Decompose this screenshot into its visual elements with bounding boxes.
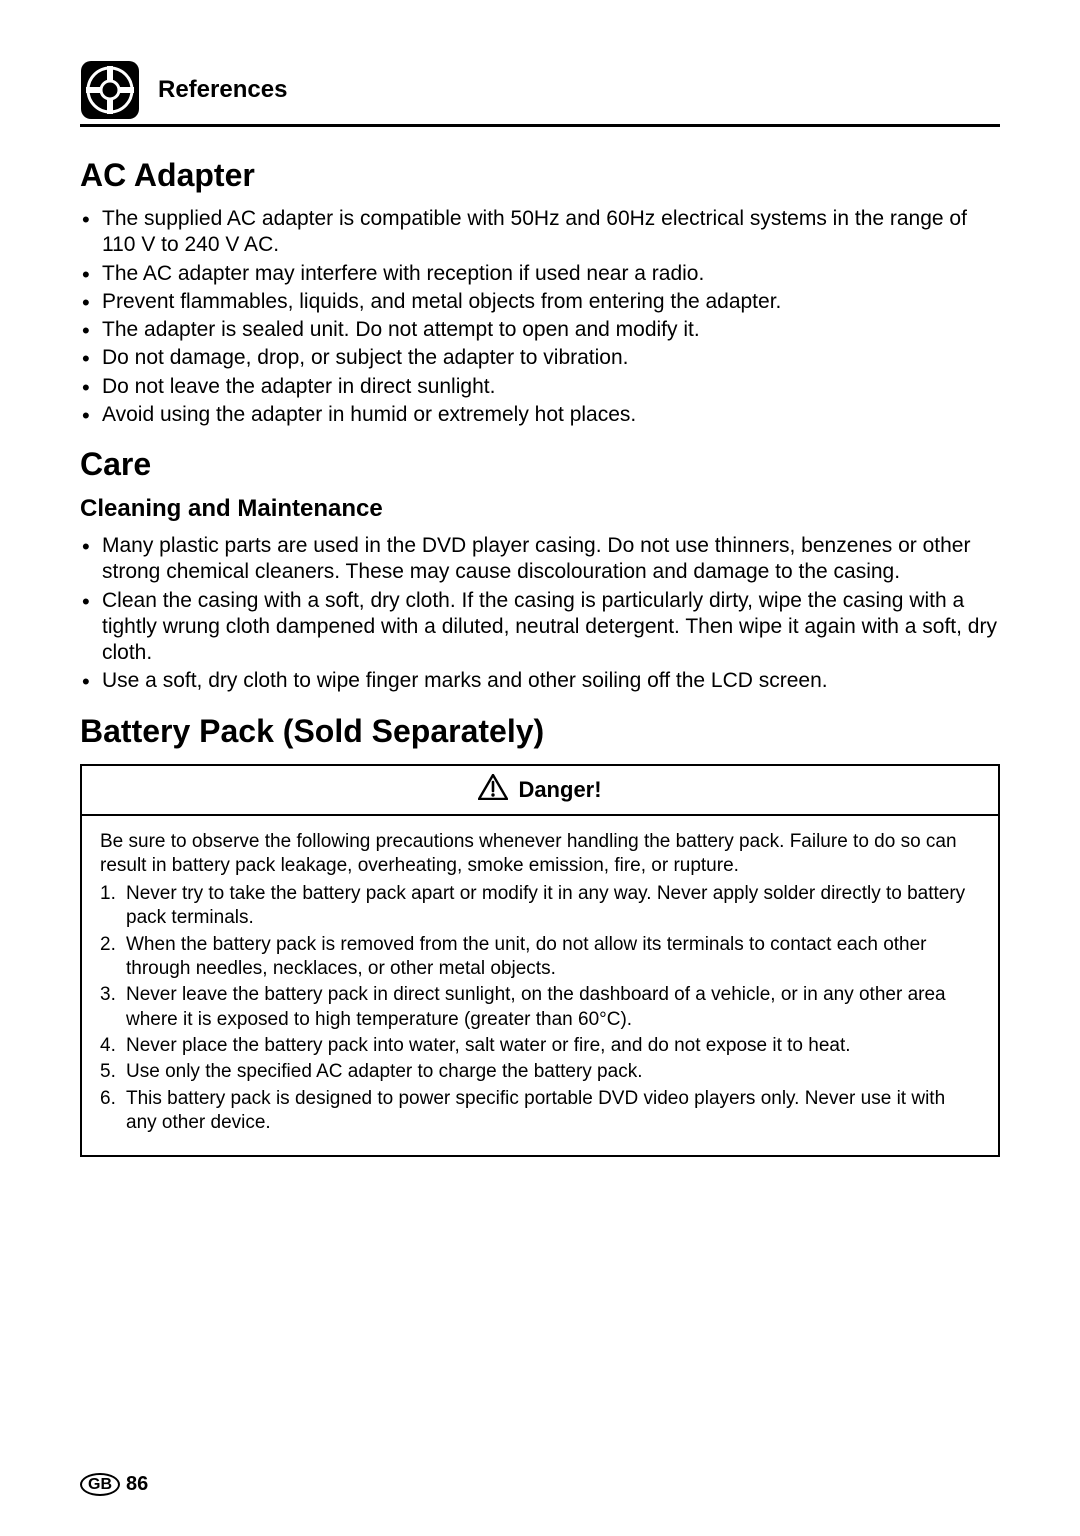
danger-intro: Be sure to observe the following precaut… bbox=[100, 830, 980, 879]
list-item: Many plastic parts are used in the DVD p… bbox=[80, 533, 1000, 586]
list-item: Never try to take the battery pack apart… bbox=[100, 882, 980, 931]
list-item: Clean the casing with a soft, dry cloth.… bbox=[80, 588, 1000, 667]
care-subheading: Cleaning and Maintenance bbox=[80, 495, 1000, 523]
list-item: The adapter is sealed unit. Do not attem… bbox=[80, 317, 1000, 343]
list-item: Prevent flammables, liquids, and metal o… bbox=[80, 289, 1000, 315]
danger-box: Danger! Be sure to observe the following… bbox=[80, 764, 1000, 1158]
page: References AC Adapter The supplied AC ad… bbox=[0, 0, 1080, 1536]
warning-triangle-icon bbox=[478, 774, 508, 806]
danger-label: Danger! bbox=[518, 777, 601, 803]
care-list: Many plastic parts are used in the DVD p… bbox=[80, 533, 1000, 695]
danger-header: Danger! bbox=[82, 766, 998, 816]
list-item: Do not damage, drop, or subject the adap… bbox=[80, 345, 1000, 371]
header-bar: References bbox=[80, 60, 1000, 127]
list-item: Do not leave the adapter in direct sunli… bbox=[80, 374, 1000, 400]
list-item: Use a soft, dry cloth to wipe finger mar… bbox=[80, 668, 1000, 694]
list-item: Avoid using the adapter in humid or extr… bbox=[80, 402, 1000, 428]
header-title: References bbox=[158, 76, 287, 104]
page-footer: GB 86 bbox=[80, 1473, 148, 1496]
lifebuoy-icon bbox=[80, 60, 140, 120]
list-item: The supplied AC adapter is compatible wi… bbox=[80, 206, 1000, 259]
list-item: The AC adapter may interfere with recept… bbox=[80, 261, 1000, 287]
list-item: Use only the specified AC adapter to cha… bbox=[100, 1060, 980, 1084]
list-item: When the battery pack is removed from th… bbox=[100, 933, 980, 982]
danger-list: Never try to take the battery pack apart… bbox=[100, 882, 980, 1135]
ac-adapter-list: The supplied AC adapter is compatible wi… bbox=[80, 206, 1000, 428]
list-item: This battery pack is designed to power s… bbox=[100, 1087, 980, 1136]
list-item: Never leave the battery pack in direct s… bbox=[100, 983, 980, 1032]
region-badge: GB bbox=[80, 1473, 120, 1496]
list-item: Never place the battery pack into water,… bbox=[100, 1034, 980, 1058]
danger-body: Be sure to observe the following precaut… bbox=[82, 816, 998, 1156]
care-heading: Care bbox=[80, 446, 1000, 483]
battery-heading: Battery Pack (Sold Separately) bbox=[80, 713, 1000, 750]
ac-adapter-heading: AC Adapter bbox=[80, 157, 1000, 194]
page-number: 86 bbox=[126, 1473, 148, 1496]
